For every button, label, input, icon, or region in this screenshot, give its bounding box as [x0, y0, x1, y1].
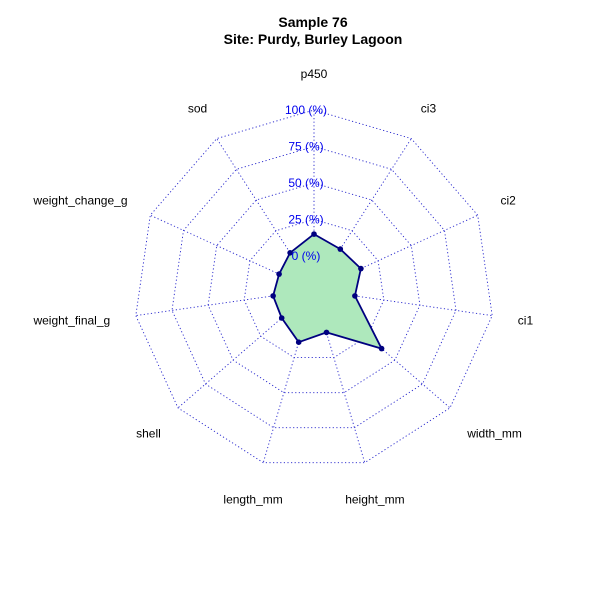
chart-subtitle: Site: Purdy, Burley Lagoon — [224, 31, 403, 47]
chart-title: Sample 76 — [278, 14, 347, 30]
data-point-weight_change_g — [276, 271, 282, 277]
data-point-length_mm — [295, 339, 302, 346]
grid-spoke-9 — [150, 214, 284, 277]
axis-label-shell: shell — [136, 426, 161, 440]
data-point-shell — [278, 315, 285, 321]
ring-label-3: 75 (%) — [288, 140, 323, 154]
grid-spoke-8 — [135, 294, 281, 317]
data-point-ci3 — [337, 246, 344, 252]
ring-label-4: 100 (%) — [285, 103, 327, 117]
axis-label-p450: p450 — [301, 67, 328, 81]
data-point-ci1 — [352, 293, 358, 299]
grid-spoke-2 — [344, 214, 478, 277]
axis-label-sod: sod — [188, 101, 207, 115]
grid-spoke-6 — [262, 322, 305, 463]
axis-label-ci2: ci2 — [501, 193, 517, 207]
grid-ring-4 — [135, 109, 493, 464]
axis-labels: p450 ci3 ci2 ci1 width_mm height_mm length_mm s… — [32, 67, 533, 506]
axis-label-height_mm: height_mm — [345, 492, 404, 506]
data-point-width_mm — [378, 345, 385, 352]
grid-ring-1 — [243, 219, 385, 359]
data-point-height_mm — [323, 329, 330, 336]
grid-spoke-7 — [177, 311, 289, 409]
grid-spoke-4 — [339, 311, 451, 409]
series-area — [272, 233, 383, 350]
ring-label-0: 0 (%) — [292, 249, 321, 263]
grid-spoke-5 — [323, 322, 366, 463]
data-point-p450 — [311, 231, 317, 237]
axis-label-ci1: ci1 — [518, 314, 534, 328]
ring-label-1: 25 (%) — [288, 213, 323, 227]
ring-labels: 0 (%) 25 (%) 50 (%) 75 (%) 100 (%) — [285, 103, 327, 263]
axis-label-weight_final_g: weight_final_g — [32, 314, 110, 328]
grid-spoke-3 — [347, 294, 493, 317]
data-point-ci2 — [358, 265, 364, 272]
grid-spoke-10 — [216, 138, 296, 262]
radar-grid — [135, 109, 493, 464]
grid-ring-3 — [171, 146, 457, 429]
data-point-sod — [287, 250, 293, 256]
data-point-weight_final_g — [270, 293, 276, 299]
grid-spoke-1 — [332, 138, 412, 262]
axis-label-ci3: ci3 — [421, 101, 437, 115]
ring-label-2: 50 (%) — [288, 176, 323, 190]
axis-label-weight_change_g: weight_change_g — [32, 193, 127, 207]
axis-label-length_mm: length_mm — [223, 492, 282, 506]
data-layer — [270, 231, 385, 352]
axis-label-width_mm: width_mm — [466, 426, 522, 440]
grid-ring-2 — [207, 182, 421, 394]
